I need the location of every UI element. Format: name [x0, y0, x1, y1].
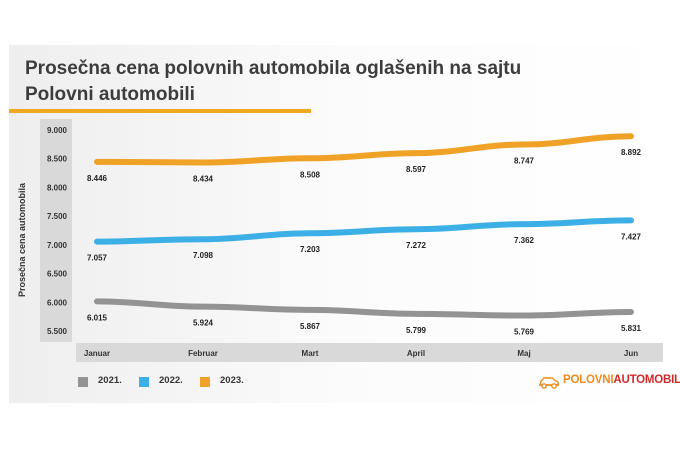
data-label: 8.747 — [514, 157, 535, 166]
data-label: 8.597 — [406, 165, 427, 174]
series-line-2022 — [94, 217, 634, 245]
x-tick-label: Mart — [302, 349, 319, 358]
x-tick-label: Jun — [624, 349, 638, 358]
data-label: 5.924 — [193, 319, 214, 328]
y-tick-label: 7.000 — [47, 241, 68, 250]
logo-text-part-1: POLOVNI — [563, 374, 614, 386]
data-label: 5.867 — [300, 322, 321, 331]
data-label: 5.769 — [514, 328, 535, 337]
logo-text-part-2: AUTOMOBILI — [613, 374, 680, 386]
car-icon — [539, 377, 559, 389]
x-axis-panel — [76, 343, 663, 362]
legend-label-2021: 2021. — [98, 375, 122, 386]
polovni-automobili-logo: POLOVNIAUTOMOBILI — [537, 373, 680, 391]
title-underline — [9, 109, 311, 113]
logo-text: POLOVNIAUTOMOBILI — [563, 374, 680, 386]
y-axis-panel — [40, 119, 72, 342]
x-tick-label: Januar — [84, 349, 110, 358]
data-label: 7.098 — [193, 251, 214, 260]
x-tick-label: April — [407, 349, 425, 358]
legend-label-2023: 2023. — [220, 375, 244, 386]
data-label: 8.892 — [621, 148, 642, 157]
data-label: 7.057 — [87, 254, 108, 263]
data-label: 5.831 — [621, 324, 642, 333]
data-label: 7.203 — [300, 245, 321, 254]
data-label: 7.362 — [514, 236, 535, 245]
legend-swatch-2021 — [78, 377, 88, 387]
y-tick-label: 5.500 — [47, 327, 68, 336]
y-tick-label: 8.500 — [47, 155, 68, 164]
y-tick-label: 6.000 — [47, 298, 68, 307]
data-label: 8.508 — [300, 170, 321, 179]
y-tick-label: 7.500 — [47, 212, 68, 221]
y-tick-label: 6.500 — [47, 270, 68, 279]
data-label: 5.799 — [406, 326, 427, 335]
data-label: 7.272 — [406, 241, 427, 250]
chart-title-line-2: Polovni automobili — [25, 84, 195, 105]
series-line-2023 — [94, 133, 634, 166]
chart-title-line-1: Prosečna cena polovnih automobila oglaše… — [25, 58, 522, 79]
y-tick-label: 8.000 — [47, 183, 68, 192]
legend-label-2022: 2022. — [159, 375, 183, 386]
legend-swatch-2023 — [200, 377, 210, 387]
legend-swatch-2022 — [139, 377, 149, 387]
data-label: 8.446 — [87, 174, 108, 183]
x-tick-label: Februar — [188, 349, 218, 358]
series-line-2021 — [94, 298, 634, 319]
chart-title: Prosečna cena polovnih automobila oglaše… — [25, 56, 585, 108]
data-label: 6.015 — [87, 313, 108, 322]
x-tick-label: Maj — [517, 349, 530, 358]
data-label: 8.434 — [193, 175, 214, 184]
data-label: 7.427 — [621, 232, 642, 241]
y-tick-label: 9.000 — [47, 126, 68, 135]
